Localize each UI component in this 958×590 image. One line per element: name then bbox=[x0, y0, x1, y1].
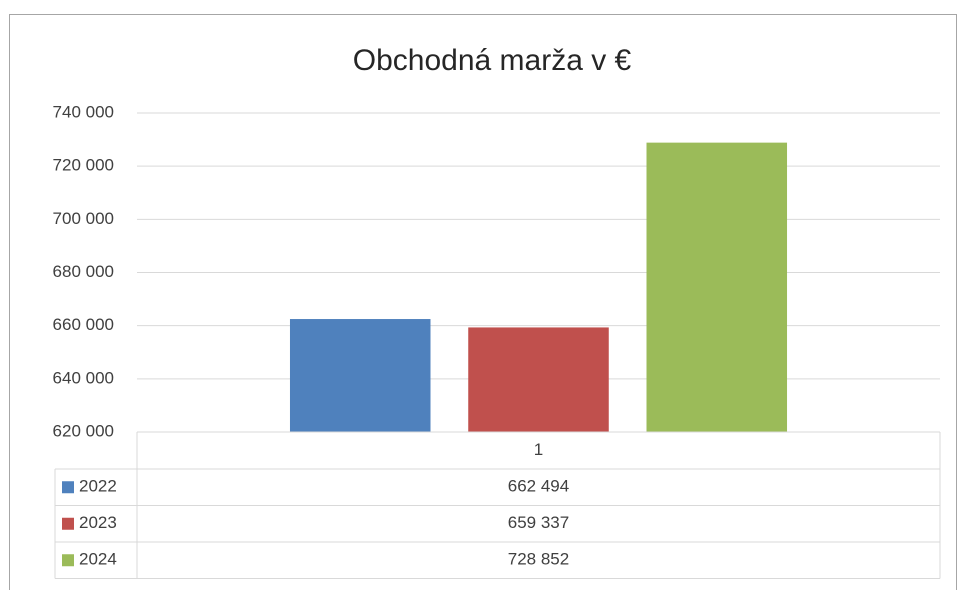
y-tick-label: 680 000 bbox=[53, 262, 114, 281]
y-tick-label: 720 000 bbox=[53, 156, 114, 175]
y-tick-label: 700 000 bbox=[53, 209, 114, 228]
chart-title: Obchodná marža v € bbox=[353, 44, 632, 77]
legend-swatch bbox=[62, 554, 74, 567]
data-label: 728 852 bbox=[508, 550, 569, 569]
y-tick-label: 640 000 bbox=[53, 368, 114, 387]
legend-label: 2023 bbox=[79, 513, 117, 532]
bar bbox=[289, 319, 431, 432]
bar bbox=[468, 327, 609, 432]
y-tick-label: 740 000 bbox=[53, 102, 114, 121]
legend-label: 2022 bbox=[79, 477, 117, 496]
legend-swatch bbox=[62, 517, 74, 530]
y-tick-label: 620 000 bbox=[53, 421, 114, 440]
x-tick-label: 1 bbox=[534, 440, 543, 459]
y-tick-label: 660 000 bbox=[53, 315, 114, 334]
legend-label: 2024 bbox=[79, 550, 117, 569]
chart-border bbox=[9, 14, 957, 590]
data-label: 659 337 bbox=[508, 513, 569, 532]
data-label: 662 494 bbox=[508, 477, 569, 496]
legend-swatch bbox=[62, 481, 74, 494]
bar bbox=[646, 142, 788, 432]
